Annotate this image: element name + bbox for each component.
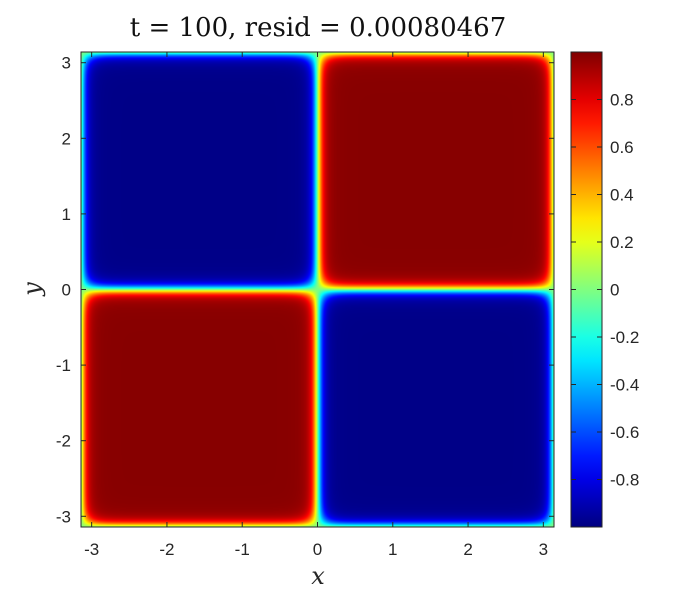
colorbar-tick-label: 0.8 [610,91,634,110]
x-tick-label: 0 [313,540,322,559]
colorbar-tick-label: 0.4 [610,186,634,205]
colorbar-tick-label: -0.8 [610,471,639,490]
chart-title: t = 100, resid = 0.00080467 [130,13,507,43]
y-axis-label: y [18,282,46,297]
y-axis-ticks: -3 -2 -1 0 1 2 3 [56,54,554,526]
x-axis-label: x [311,562,325,590]
colorbar-tick-label: 0 [610,281,619,300]
y-tick-label: -3 [56,507,71,526]
x-tick-label: -2 [159,540,174,559]
y-tick-label: 1 [62,205,71,224]
colorbar-tick-label: 0.2 [610,233,634,252]
colorbar-tick-label: -0.6 [610,423,639,442]
y-tick-label: 3 [62,54,71,73]
x-tick-label: 2 [463,540,472,559]
colorbar-tick-label: -0.4 [610,376,639,395]
colorbar-tick-label: 0.6 [610,138,634,157]
colorbar-ticks: -0.8 -0.6 -0.4 -0.2 0 0.2 0.4 0.6 0.8 [571,91,639,490]
x-tick-label: 1 [388,540,397,559]
y-tick-label: 0 [62,281,71,300]
colorbar [570,51,603,528]
x-tick-label: -3 [84,540,99,559]
y-tick-label: -2 [56,432,71,451]
y-tick-label: 2 [62,129,71,148]
heatmap-canvas [81,52,554,527]
x-tick-label: -1 [235,540,250,559]
heatmap-plot-area [81,52,554,527]
x-axis-ticks: -3 -2 -1 0 1 2 3 [84,52,548,559]
colorbar-tick-label: -0.2 [610,328,639,347]
x-tick-label: 3 [539,540,548,559]
y-tick-label: -1 [56,356,71,375]
